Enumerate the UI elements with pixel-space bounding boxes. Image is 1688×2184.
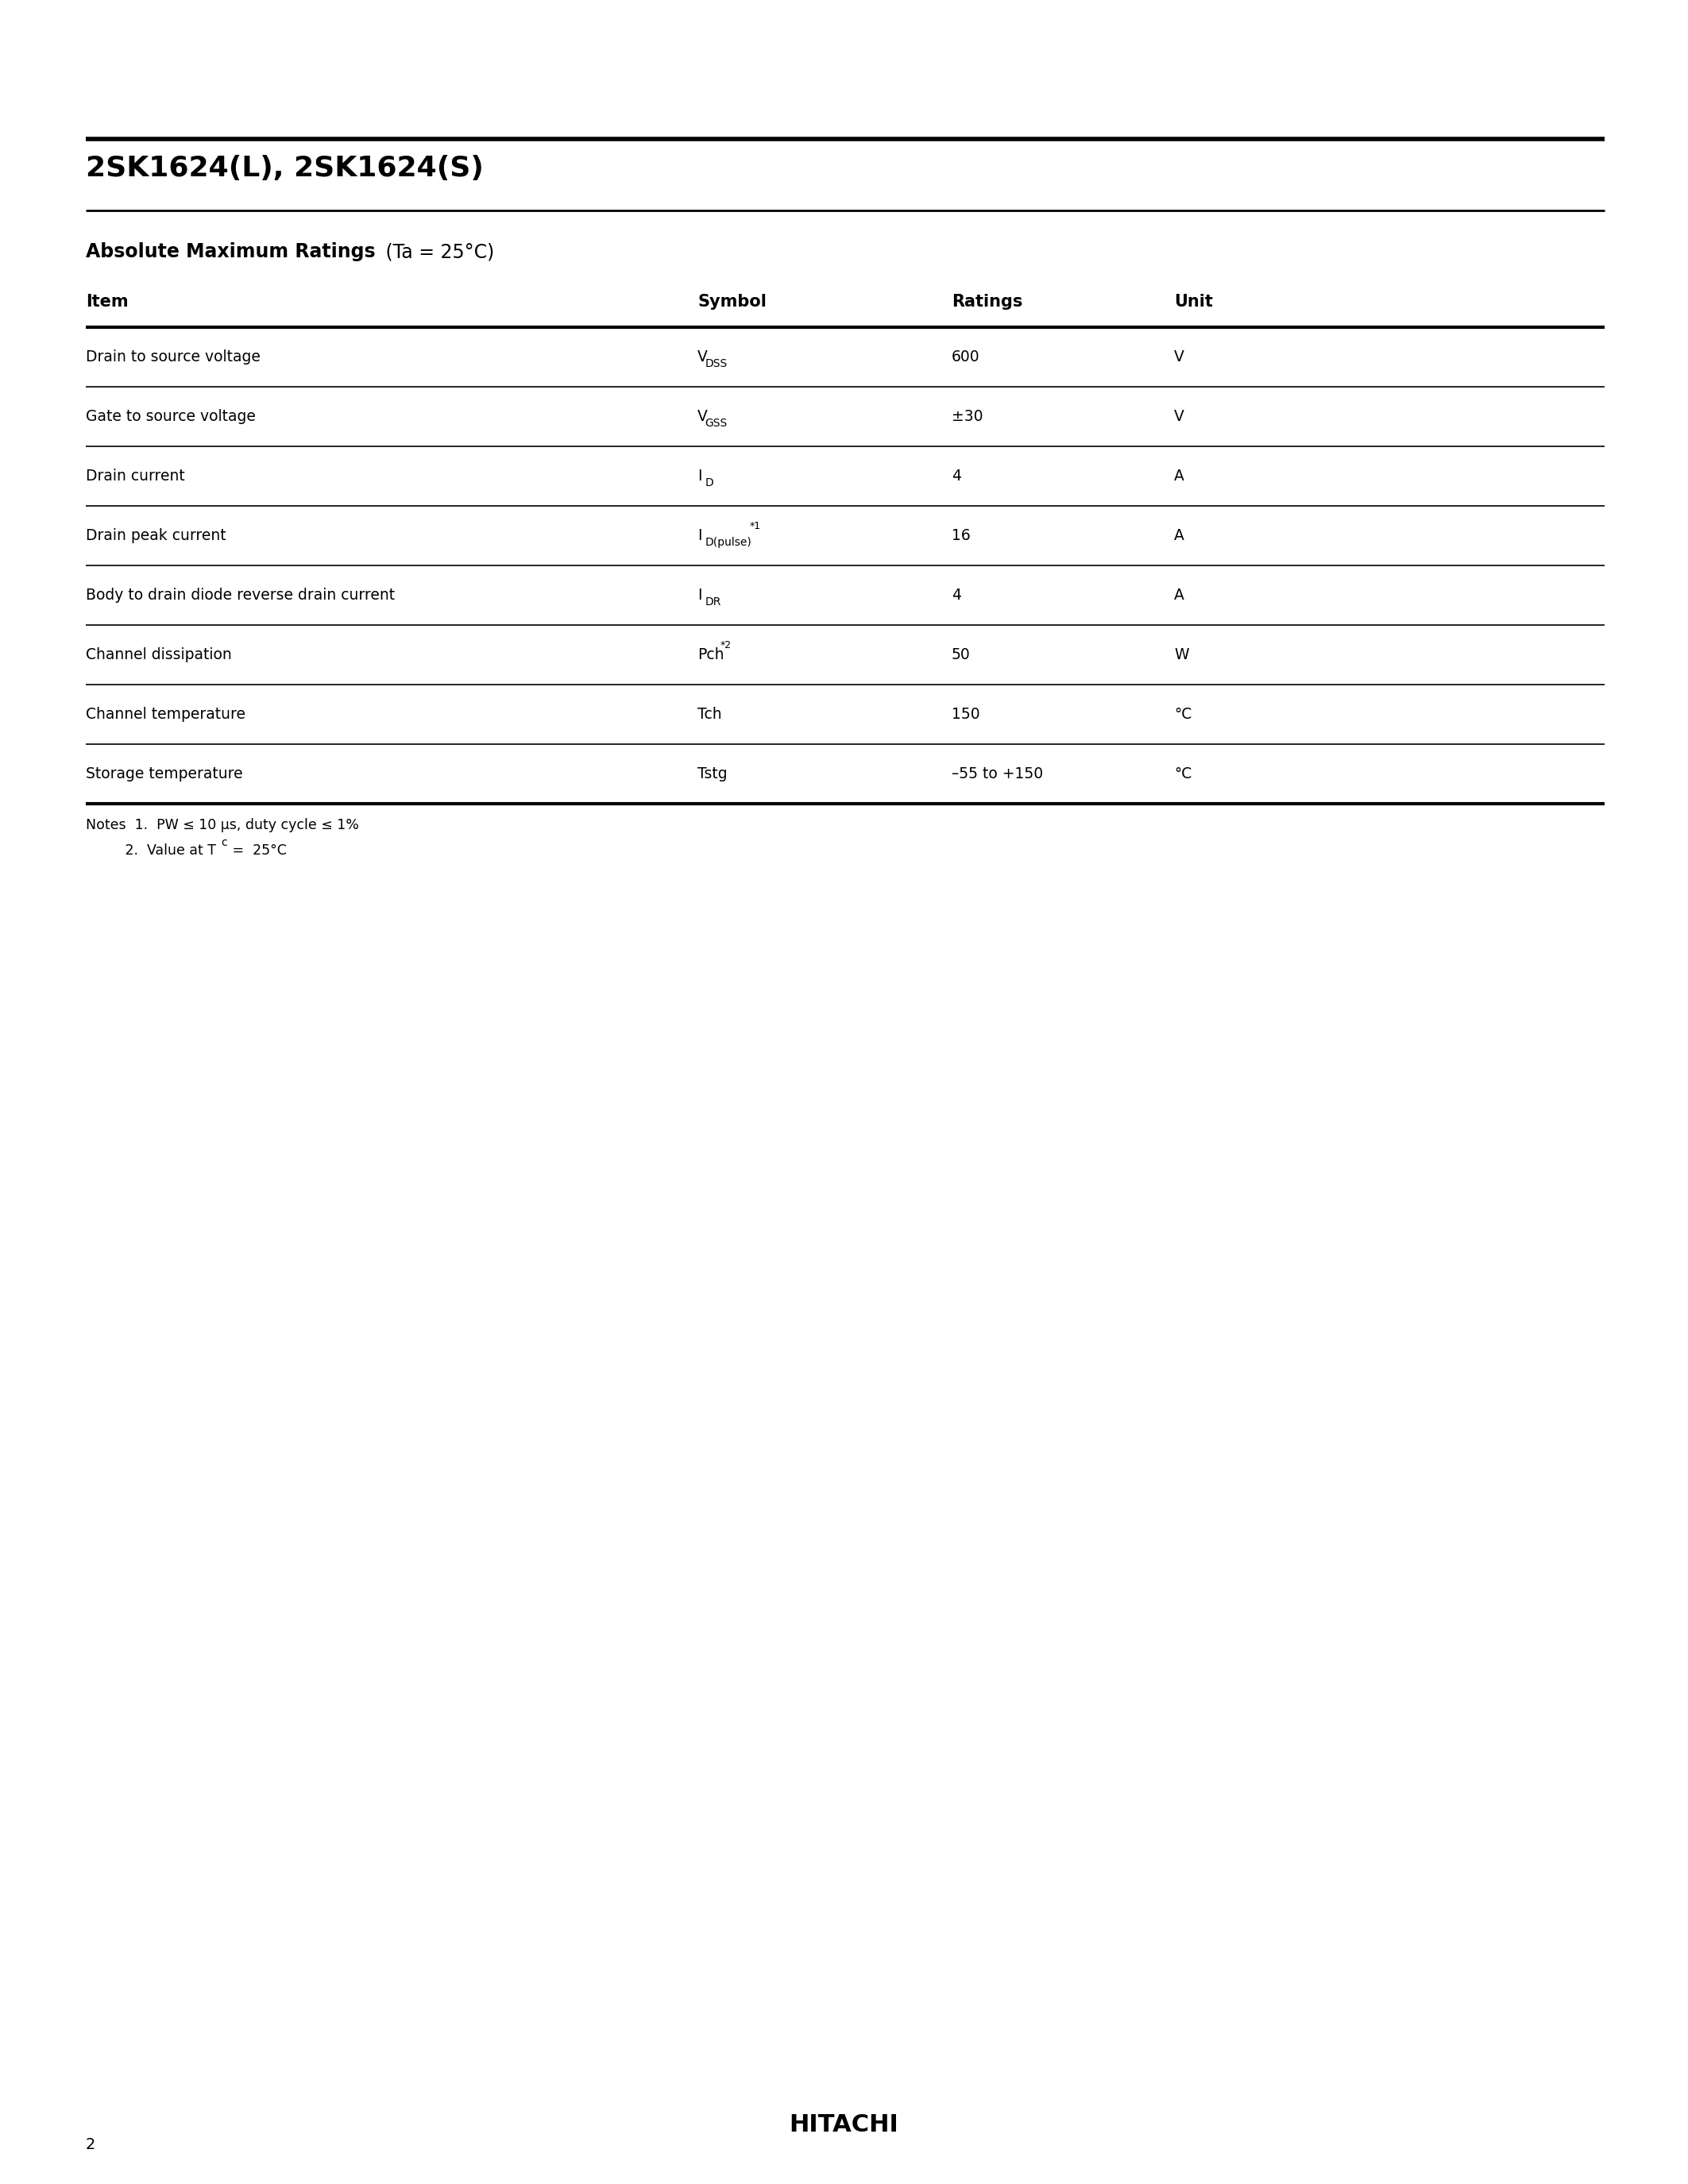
Text: V: V (697, 408, 707, 424)
Text: D(pulse): D(pulse) (706, 537, 751, 548)
Text: 2.  Value at T: 2. Value at T (86, 843, 216, 858)
Text: Drain to source voltage: Drain to source voltage (86, 349, 260, 365)
Text: 600: 600 (952, 349, 981, 365)
Text: GSS: GSS (706, 417, 728, 428)
Text: 2: 2 (86, 2136, 96, 2151)
Text: *2: *2 (721, 640, 731, 651)
Text: *1: *1 (749, 522, 761, 531)
Text: Channel dissipation: Channel dissipation (86, 646, 231, 662)
Text: W: W (1175, 646, 1188, 662)
Text: 50: 50 (952, 646, 971, 662)
Text: 4: 4 (952, 587, 960, 603)
Text: Pch: Pch (697, 646, 724, 662)
Text: °C: °C (1175, 708, 1192, 723)
Text: V: V (697, 349, 707, 365)
Text: Notes  1.  PW ≤ 10 μs, duty cycle ≤ 1%: Notes 1. PW ≤ 10 μs, duty cycle ≤ 1% (86, 819, 360, 832)
Text: HITACHI: HITACHI (790, 2112, 898, 2136)
Text: V: V (1175, 408, 1185, 424)
Text: A: A (1175, 529, 1185, 544)
Text: °C: °C (1175, 767, 1192, 782)
Text: Tstg: Tstg (697, 767, 728, 782)
Text: Channel temperature: Channel temperature (86, 708, 245, 723)
Text: Drain current: Drain current (86, 470, 186, 483)
Text: I: I (697, 587, 702, 603)
Text: Symbol: Symbol (697, 295, 766, 310)
Text: Drain peak current: Drain peak current (86, 529, 226, 544)
Text: DR: DR (706, 596, 721, 607)
Text: =  25°C: = 25°C (228, 843, 287, 858)
Text: Body to drain diode reverse drain current: Body to drain diode reverse drain curren… (86, 587, 395, 603)
Text: V: V (1175, 349, 1185, 365)
Text: –55 to +150: –55 to +150 (952, 767, 1043, 782)
Text: A: A (1175, 587, 1185, 603)
Text: Storage temperature: Storage temperature (86, 767, 243, 782)
Text: Unit: Unit (1175, 295, 1214, 310)
Text: 2SK1624(L), 2SK1624(S): 2SK1624(L), 2SK1624(S) (86, 155, 484, 181)
Text: (Ta = 25°C): (Ta = 25°C) (380, 242, 495, 262)
Text: ±30: ±30 (952, 408, 982, 424)
Text: 4: 4 (952, 470, 960, 483)
Text: I: I (697, 529, 702, 544)
Text: Item: Item (86, 295, 128, 310)
Text: A: A (1175, 470, 1185, 483)
Text: 150: 150 (952, 708, 981, 723)
Text: DSS: DSS (706, 358, 728, 369)
Text: D: D (706, 476, 714, 487)
Text: Absolute Maximum Ratings: Absolute Maximum Ratings (86, 242, 375, 262)
Text: Gate to source voltage: Gate to source voltage (86, 408, 255, 424)
Text: 16: 16 (952, 529, 971, 544)
Text: Ratings: Ratings (952, 295, 1023, 310)
Text: I: I (697, 470, 702, 483)
Text: c: c (221, 836, 228, 847)
Text: Tch: Tch (697, 708, 722, 723)
